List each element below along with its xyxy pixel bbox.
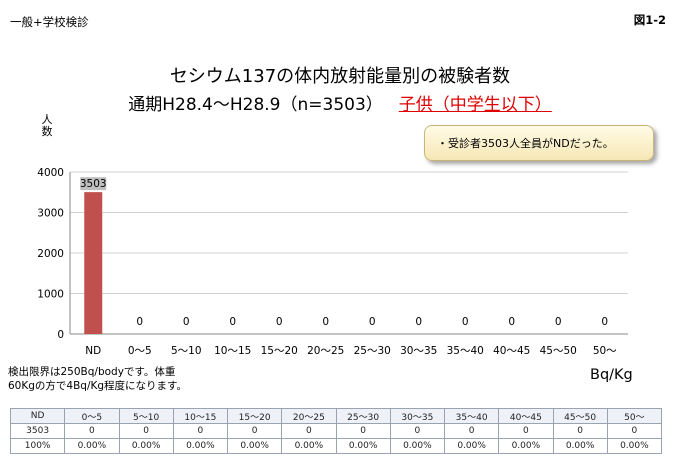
y-tick-label: 2000 xyxy=(37,248,64,260)
table-cell: 0 xyxy=(335,423,391,439)
y-tick-label: 0 xyxy=(57,329,64,341)
table-cell: 0.00% xyxy=(389,438,446,454)
table-cell: 10～15 xyxy=(172,408,229,424)
x-tick-label: 50～ xyxy=(593,345,617,357)
table-cell: 0.00% xyxy=(498,438,554,454)
table-cell: 0 xyxy=(606,423,663,439)
y-axis-label-line2: 数 xyxy=(41,125,53,138)
table-cell: 30～35 xyxy=(389,408,446,424)
data-label: 0 xyxy=(322,316,329,328)
y-tick-label: 1000 xyxy=(37,289,64,301)
bar-chart: 0 1000 2000 3000 4000 3503 ND 0 0～5 0 5～10 0 10～15 0 1… xyxy=(37,167,628,357)
y-tick-label: 3000 xyxy=(37,208,64,220)
data-label-box xyxy=(80,177,107,191)
chart-title: セシウム137の体内放射能量別の被験者数 xyxy=(169,66,511,87)
data-label: 0 xyxy=(229,316,236,328)
detection-limit-note: 検出限界は250Bq/bodyです。体重 60Kgの方で4Bq/Kg程度になりま… xyxy=(8,365,187,393)
annotation-callout: ・受診者3503人全員がNDだった。 xyxy=(424,125,654,161)
table-cell: 40～45 xyxy=(498,408,554,424)
bar xyxy=(84,192,103,334)
table-cell: 0.00% xyxy=(281,438,337,454)
y-axis-label-line1: 人 xyxy=(41,113,53,126)
table-cell: 0 xyxy=(226,423,283,439)
data-label: 3503 xyxy=(80,178,107,190)
data-label: 0 xyxy=(555,316,562,328)
subtitle-highlight: 子供（中学生以下） xyxy=(398,95,552,115)
table-cell: 0 xyxy=(389,423,446,439)
table-cell: 0 xyxy=(281,423,337,439)
table-cell: 0 xyxy=(443,423,500,439)
x-tick-label: 45～50 xyxy=(540,345,577,357)
chart-subtitle: 通期H28.4～H28.9（n=3503） 子供（中学生以下） xyxy=(0,90,680,115)
table-cell: 0.00% xyxy=(64,438,120,454)
footnote-line1: 検出限界は250Bq/bodyです。体重 xyxy=(8,366,176,378)
data-label: 0 xyxy=(415,316,422,328)
table-cell: 0.00% xyxy=(606,438,663,454)
x-tick-label: 0～5 xyxy=(128,345,152,357)
figure-number: 図1-2 xyxy=(633,13,666,27)
table-cell: 0 xyxy=(172,423,229,439)
table-cell: 3503 xyxy=(9,423,66,439)
table-percent-row: 100% 0.00% 0.00% 0.00% 0.00% 0.00% 0.00% 0.00% 0… xyxy=(9,438,663,454)
table-cell: 0 xyxy=(64,423,120,439)
x-tick-label: 30～35 xyxy=(400,345,437,357)
table-cell: 50～ xyxy=(606,408,663,424)
table-cell: 25～30 xyxy=(335,408,391,424)
x-tick-label: 35～40 xyxy=(447,345,484,357)
x-tick-label: 20～25 xyxy=(307,345,344,357)
table-cell: 35～40 xyxy=(443,408,500,424)
table-cell: 0.00% xyxy=(335,438,391,454)
table-cell: 20～25 xyxy=(281,408,337,424)
table-cell: 5～10 xyxy=(118,408,174,424)
section-label: 一般+学校検診 xyxy=(10,15,89,29)
subtitle-period: 通期H28.4～H28.9（n=3503） xyxy=(128,95,383,115)
table-cell: 0 xyxy=(552,423,608,439)
table-cell: ND xyxy=(9,408,66,424)
table-cell: 0 xyxy=(118,423,174,439)
table-cell: 0.00% xyxy=(172,438,229,454)
y-axis-label: 人 数 xyxy=(40,114,54,138)
x-tick-label: ND xyxy=(85,345,101,357)
table-count-row: 3503 0 0 0 0 0 0 0 0 0 0 0 xyxy=(9,423,663,439)
table-cell: 0.00% xyxy=(226,438,283,454)
table-cell: 0～5 xyxy=(64,408,120,424)
table-cell: 0 xyxy=(498,423,554,439)
x-tick-label: 40～45 xyxy=(493,345,530,357)
y-tick-label: 4000 xyxy=(37,167,64,179)
data-label: 0 xyxy=(369,316,376,328)
x-tick-label: 5～10 xyxy=(171,345,202,357)
table-cell: 0.00% xyxy=(443,438,500,454)
data-label: 0 xyxy=(601,316,608,328)
table-cell: 0.00% xyxy=(552,438,608,454)
footnote-line2: 60Kgの方で4Bq/Kg程度になります。 xyxy=(8,380,187,392)
x-tick-label: 25～30 xyxy=(354,345,391,357)
x-tick-label: 10～15 xyxy=(214,345,251,357)
data-label: 0 xyxy=(136,316,143,328)
table-cell: 100% xyxy=(9,438,66,454)
data-label: 0 xyxy=(183,316,190,328)
table-cell: 45～50 xyxy=(552,408,608,424)
data-table: ND 0～5 5～10 10～15 15～20 20～25 25～30 30～35 35～40 4… xyxy=(9,408,663,454)
data-label: 0 xyxy=(276,316,283,328)
x-tick-label: 15～20 xyxy=(261,345,298,357)
table-header-row: ND 0～5 5～10 10～15 15～20 20～25 25～30 30～35 35～40 4… xyxy=(9,408,663,424)
data-label: 0 xyxy=(462,316,469,328)
data-label: 0 xyxy=(508,316,515,328)
x-axis-unit: Bq/Kg xyxy=(590,367,633,383)
table-cell: 0.00% xyxy=(118,438,174,454)
table-cell: 15～20 xyxy=(226,408,283,424)
